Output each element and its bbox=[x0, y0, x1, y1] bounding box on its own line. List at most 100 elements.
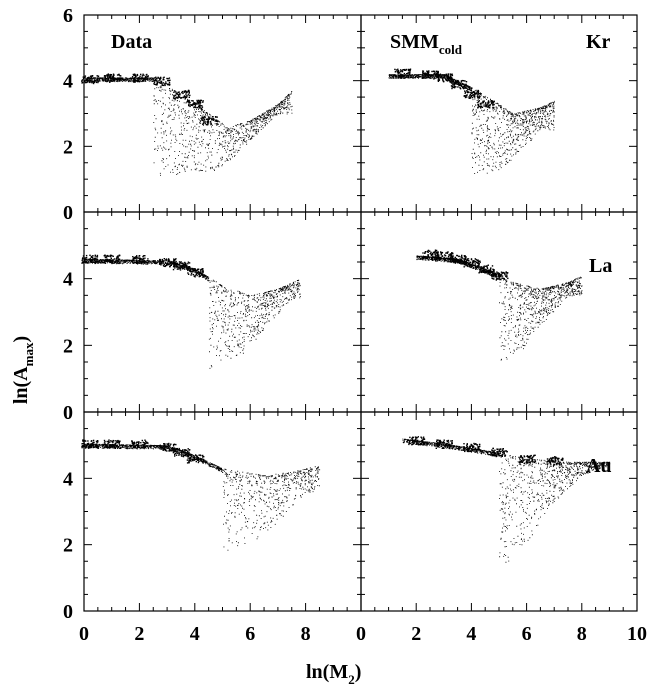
dense-point bbox=[470, 264, 472, 266]
dense-point bbox=[500, 275, 502, 278]
dense-point bbox=[433, 78, 435, 80]
dense-point bbox=[484, 104, 486, 106]
dense-point bbox=[178, 454, 180, 456]
dense-point bbox=[523, 456, 526, 458]
dense-point bbox=[448, 77, 450, 79]
dense-point bbox=[143, 262, 146, 264]
dense-point bbox=[189, 449, 191, 451]
dense-point bbox=[477, 260, 479, 262]
dense-point bbox=[552, 459, 554, 461]
dense-point bbox=[154, 77, 156, 79]
dense-point bbox=[142, 445, 145, 447]
dense-point bbox=[85, 79, 88, 81]
dense-point bbox=[496, 271, 498, 273]
x-tick-label: 8 bbox=[301, 623, 311, 645]
dense-point bbox=[531, 458, 534, 460]
dense-point bbox=[116, 447, 119, 449]
dense-point bbox=[443, 441, 445, 443]
dense-point bbox=[82, 76, 84, 78]
panel-kr-smm bbox=[360, 14, 638, 213]
dense-point bbox=[81, 445, 83, 447]
dense-point bbox=[109, 441, 111, 443]
dense-point bbox=[435, 75, 437, 77]
dense-point bbox=[106, 255, 108, 258]
dense-point bbox=[145, 440, 147, 443]
dense-point bbox=[550, 459, 553, 461]
dense-point bbox=[501, 455, 503, 457]
dense-point bbox=[215, 116, 217, 118]
dense-point bbox=[505, 276, 508, 278]
dense-point bbox=[444, 75, 446, 77]
dense-point bbox=[182, 92, 184, 95]
dense-point bbox=[502, 450, 504, 453]
dense-point bbox=[434, 70, 436, 73]
dense-point bbox=[210, 117, 212, 119]
dense-point bbox=[95, 80, 97, 82]
panel-ticks bbox=[83, 211, 362, 413]
dense-point bbox=[110, 75, 112, 77]
dense-point bbox=[91, 256, 94, 258]
dense-point bbox=[427, 73, 430, 76]
dense-point bbox=[465, 86, 467, 88]
dense-point bbox=[407, 72, 409, 74]
dense-point bbox=[450, 444, 452, 446]
dense-point bbox=[195, 455, 198, 457]
dense-point bbox=[401, 74, 404, 77]
dense-point bbox=[192, 100, 194, 102]
x-axis-label: ln(M2) bbox=[306, 661, 361, 687]
dense-point bbox=[422, 443, 425, 446]
dense-point bbox=[111, 445, 113, 448]
dense-point bbox=[520, 459, 523, 462]
dense-point bbox=[453, 84, 455, 86]
dense-point bbox=[531, 459, 534, 462]
dense-point bbox=[138, 77, 141, 80]
dense-point bbox=[476, 95, 479, 97]
dense-point bbox=[169, 266, 171, 268]
x-tick-label: 8 bbox=[577, 623, 587, 645]
dense-point bbox=[180, 455, 183, 457]
dense-point bbox=[501, 450, 504, 452]
dense-point bbox=[182, 450, 184, 452]
dense-point bbox=[139, 257, 141, 259]
dense-point bbox=[528, 459, 530, 461]
dense-point bbox=[437, 73, 439, 76]
dense-point bbox=[173, 95, 175, 97]
dense-point bbox=[134, 257, 136, 260]
dense-point bbox=[96, 256, 99, 258]
dense-point bbox=[190, 271, 192, 273]
dense-point bbox=[485, 102, 487, 104]
dense-point bbox=[216, 116, 218, 118]
dense-point bbox=[451, 73, 453, 75]
dense-point bbox=[479, 269, 481, 271]
dense-point bbox=[144, 261, 146, 263]
dense-point bbox=[530, 460, 532, 463]
dense-point bbox=[504, 454, 506, 457]
dense-point bbox=[137, 441, 139, 443]
dense-point bbox=[408, 73, 411, 75]
dense-point bbox=[134, 261, 136, 264]
dense-point bbox=[439, 440, 442, 442]
dense-point bbox=[527, 456, 529, 458]
dense-point bbox=[162, 264, 165, 267]
dense-point bbox=[97, 75, 100, 77]
dense-point bbox=[451, 81, 454, 83]
dense-point bbox=[147, 442, 149, 444]
dense-point bbox=[195, 272, 198, 274]
dense-point bbox=[458, 255, 460, 258]
dense-point bbox=[193, 459, 195, 461]
dense-point bbox=[412, 439, 414, 441]
dense-point bbox=[203, 119, 206, 121]
dense-point bbox=[466, 91, 468, 93]
dense-point bbox=[108, 446, 110, 449]
dense-point bbox=[498, 272, 501, 275]
dense-point bbox=[415, 441, 417, 443]
dense-point bbox=[95, 261, 97, 263]
dense-point bbox=[153, 81, 156, 84]
dense-point bbox=[197, 459, 200, 462]
dense-point bbox=[475, 450, 477, 453]
dense-point bbox=[92, 439, 95, 442]
dense-point bbox=[112, 76, 115, 78]
dense-point bbox=[89, 77, 92, 80]
dense-point bbox=[94, 79, 96, 82]
dense-point bbox=[454, 261, 456, 264]
